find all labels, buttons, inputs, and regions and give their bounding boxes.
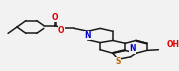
Text: OH: OH bbox=[166, 40, 179, 49]
Text: N: N bbox=[84, 31, 91, 40]
Text: N: N bbox=[129, 45, 136, 53]
Text: O: O bbox=[51, 13, 58, 22]
Text: O: O bbox=[58, 26, 64, 35]
Text: S: S bbox=[115, 57, 121, 66]
